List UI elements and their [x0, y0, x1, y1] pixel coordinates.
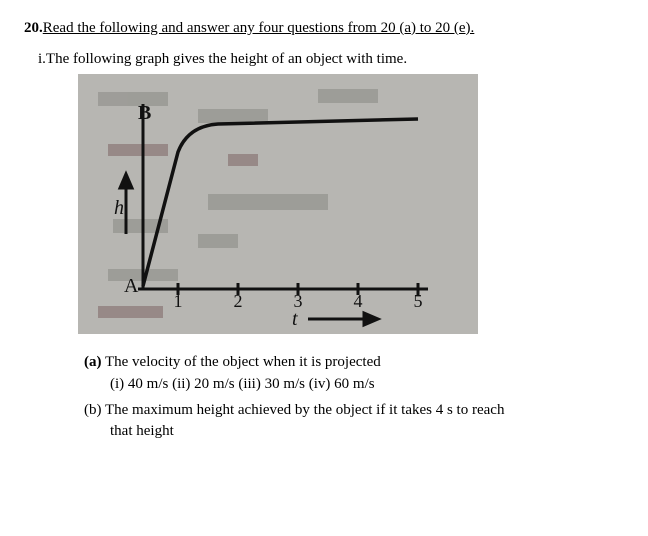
- part-a-label: (a): [84, 354, 102, 370]
- x-tick-labels: 1 2 3 4 5: [174, 291, 423, 311]
- part-b-line1: The maximum height achieved by the objec…: [105, 402, 504, 418]
- part-a-options: (i) 40 m/s (ii) 20 m/s (iii) 30 m/s (iv)…: [84, 374, 624, 396]
- point-A-label: A: [124, 275, 139, 297]
- svg-text:2: 2: [234, 291, 243, 311]
- t-arrow: [308, 313, 378, 325]
- part-a: (a) The velocity of the object when it i…: [84, 352, 624, 396]
- part-b-line2: that height: [84, 421, 624, 443]
- sub-i-label: i.: [38, 51, 46, 67]
- sub-part-i: i.The following graph gives the height o…: [38, 51, 624, 68]
- svg-text:1: 1: [174, 291, 183, 311]
- question-number: 20.: [24, 20, 43, 36]
- svg-text:5: 5: [414, 291, 423, 311]
- t-label: t: [292, 308, 298, 330]
- height-time-graph: h t 1 2 3 4 5 A B: [78, 74, 478, 334]
- part-b-label: (b): [84, 402, 102, 418]
- point-B-label: B: [138, 102, 151, 124]
- sub-i-text: The following graph gives the height of …: [46, 51, 407, 67]
- answer-block: (a) The velocity of the object when it i…: [84, 352, 624, 443]
- part-a-text: The velocity of the object when it is pr…: [105, 354, 381, 370]
- part-b: (b) The maximum height achieved by the o…: [84, 400, 624, 444]
- h-label: h: [114, 197, 124, 219]
- svg-text:4: 4: [354, 291, 363, 311]
- question-header: 20.Read the following and answer any fou…: [24, 20, 624, 37]
- question-header-text: Read the following and answer any four q…: [43, 20, 475, 36]
- svg-text:3: 3: [294, 291, 303, 311]
